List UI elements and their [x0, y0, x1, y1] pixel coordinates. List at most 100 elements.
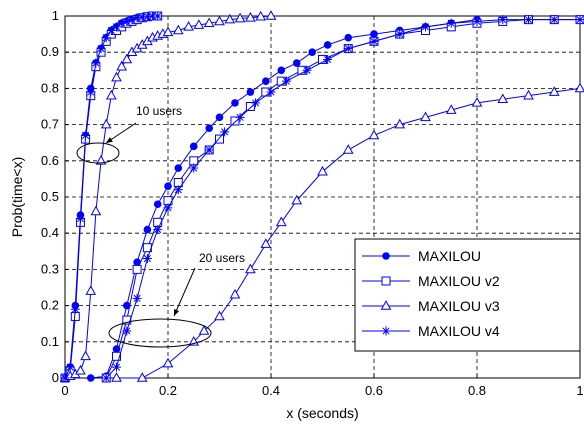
data-point — [116, 60, 127, 71]
data-point — [224, 13, 236, 24]
data-point — [136, 372, 148, 382]
y-tick-label: 0.1 — [41, 334, 59, 349]
legend-item: MAXILOU v3 — [362, 298, 500, 314]
series-layer — [59, 10, 584, 383]
annotations: 10 users 20 users — [76, 104, 245, 348]
legend-label: MAXILOU v4 — [418, 323, 500, 339]
data-point — [277, 66, 286, 75]
data-point — [281, 76, 291, 86]
data-point — [395, 29, 405, 39]
data-point — [112, 22, 121, 32]
legend-marker — [381, 276, 391, 286]
data-point — [117, 18, 127, 28]
data-point — [275, 216, 287, 227]
data-point — [205, 124, 213, 133]
data-point — [266, 87, 276, 97]
data-point — [189, 163, 199, 173]
data-point — [260, 238, 272, 248]
y-tick-label: 0.6 — [41, 153, 59, 168]
y-tick-label: 0.9 — [41, 44, 59, 59]
x-tick-label: 0 — [61, 383, 68, 398]
data-point — [524, 15, 533, 25]
legend-marker — [382, 252, 390, 260]
data-point — [420, 111, 431, 122]
data-point — [111, 372, 122, 382]
data-point — [142, 12, 152, 22]
data-point — [445, 104, 457, 114]
data-point — [245, 11, 256, 22]
data-point — [189, 142, 198, 151]
y-tick-label: 0 — [52, 370, 59, 385]
data-point — [214, 310, 225, 321]
data-point — [132, 293, 142, 303]
data-point — [215, 113, 224, 122]
legend-box — [354, 238, 581, 352]
data-point — [127, 15, 137, 25]
data-point — [106, 89, 117, 100]
data-point — [204, 145, 214, 155]
data-point — [292, 59, 301, 67]
data-point — [101, 33, 111, 43]
data-point — [574, 82, 584, 93]
data-point — [548, 86, 560, 96]
y-axis-title: Prob(time<x) — [9, 157, 25, 238]
arrow-20-users — [173, 267, 196, 317]
axis-ticks: 0 0.2 0.4 0.6 0.8 1 0 0.1 0.2 0.3 0.4 0.5 0.6 0.7 0.8 0… — [41, 8, 584, 398]
y-tick-label: 0.5 — [41, 189, 59, 204]
data-point — [343, 44, 353, 54]
data-point — [323, 41, 332, 49]
data-point — [370, 30, 378, 38]
x-tick-label: 0.8 — [468, 383, 486, 398]
series-maxilou-v4-20-users — [101, 15, 584, 383]
data-point — [75, 214, 85, 224]
data-point — [96, 44, 106, 54]
series-maxilou-10-users — [61, 12, 162, 382]
data-point — [262, 77, 270, 85]
y-tick-label: 0.2 — [41, 298, 59, 313]
data-point — [112, 362, 121, 372]
y-tick-label: 0.4 — [41, 225, 59, 240]
data-point — [245, 263, 256, 274]
annotation-label: 20 users — [199, 251, 245, 265]
data-point — [137, 12, 147, 22]
data-point — [368, 129, 380, 140]
data-point — [342, 144, 354, 154]
data-point — [60, 373, 70, 383]
data-point — [80, 350, 91, 361]
data-point — [220, 127, 230, 137]
data-point — [164, 182, 172, 190]
data-point — [153, 225, 163, 235]
data-point — [291, 194, 303, 205]
series-maxilou-v4-10-users — [60, 11, 163, 383]
data-point — [255, 10, 267, 21]
data-point — [162, 26, 174, 37]
x-axis-title: x (seconds) — [286, 405, 358, 421]
data-point — [95, 154, 107, 165]
data-point — [369, 36, 379, 46]
data-point — [90, 205, 102, 216]
legend-label: MAXILOU v3 — [418, 298, 500, 314]
y-tick-label: 0.3 — [41, 261, 59, 276]
data-point — [394, 118, 406, 129]
data-point — [75, 364, 86, 375]
series-line — [116, 87, 581, 379]
data-point — [100, 118, 112, 129]
data-point — [122, 16, 132, 26]
data-point — [65, 362, 75, 372]
data-point — [231, 99, 239, 107]
legend-item: MAXILOU v4 — [362, 323, 500, 339]
x-tick-label: 0.4 — [262, 383, 280, 398]
legend-item: MAXILOU v2 — [362, 273, 500, 289]
legend-label: MAXILOU v2 — [418, 273, 500, 289]
data-point — [122, 315, 132, 325]
highlight-ellipse-20-users — [108, 318, 212, 348]
data-point — [234, 12, 246, 23]
data-point — [235, 112, 245, 122]
x-tick-label: 0.2 — [159, 383, 177, 398]
arrow-10-users — [105, 122, 137, 144]
data-point — [70, 304, 80, 314]
data-point — [575, 15, 584, 25]
data-point — [214, 15, 225, 26]
data-point — [229, 288, 241, 299]
